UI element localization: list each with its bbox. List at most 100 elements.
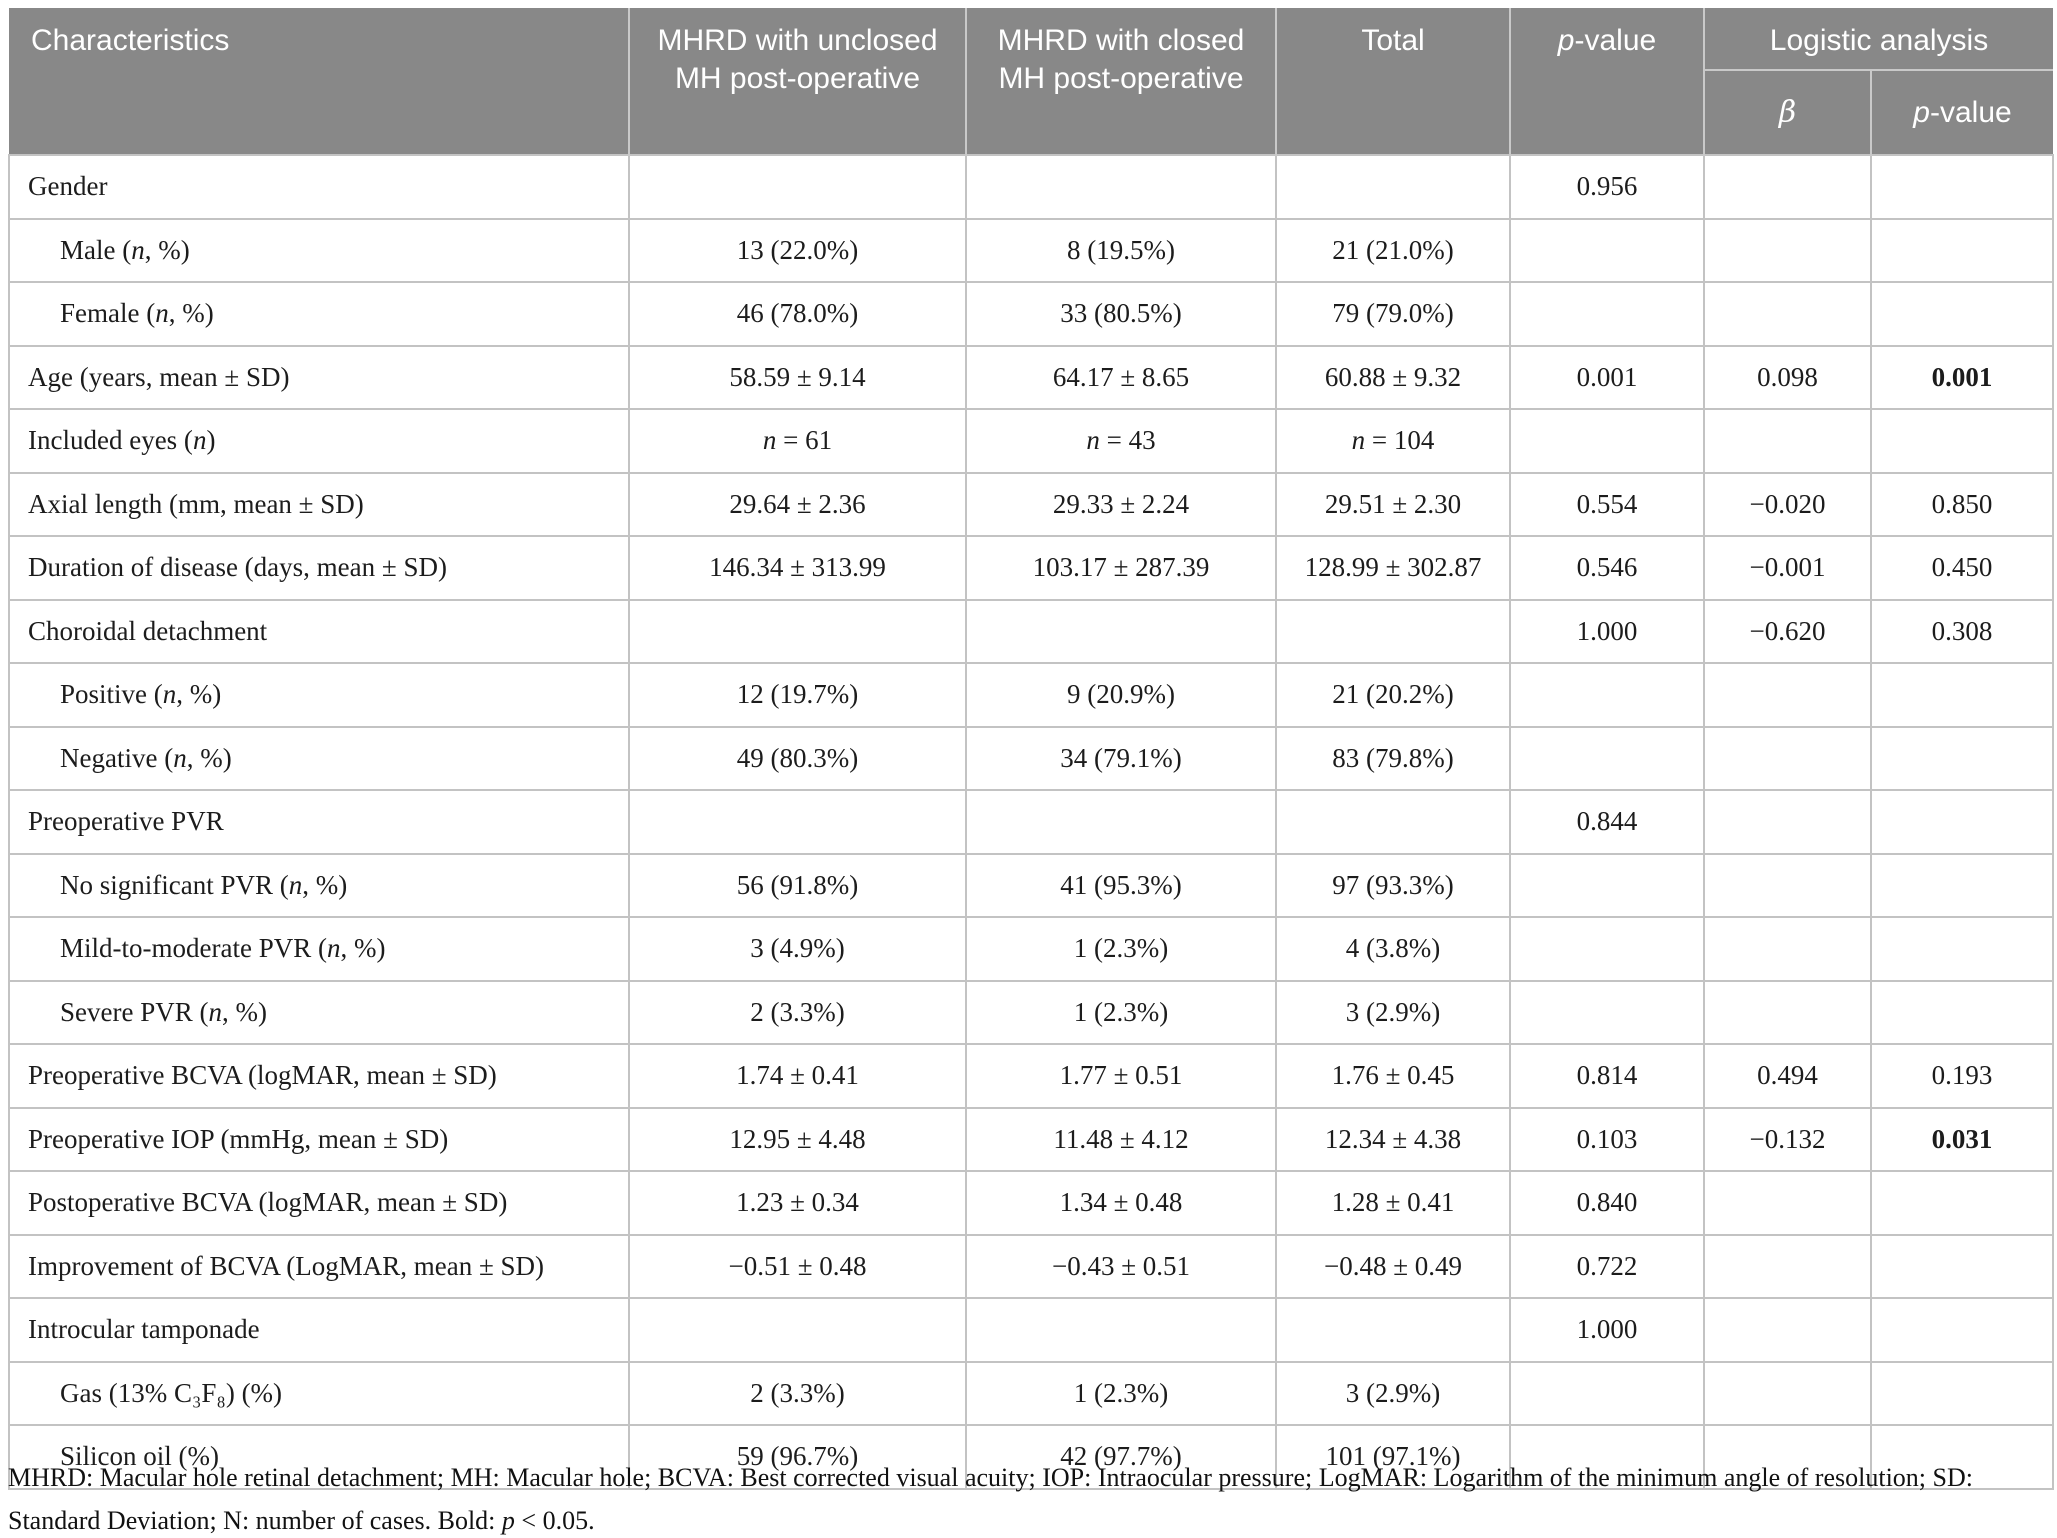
data-cell [1870, 1233, 2054, 1299]
table-row: Severe PVR (n, %) 2 (3.3%) 1 (2.3%) 3 (2… [8, 979, 2054, 1045]
column-header-logistic-p-value: p-value [1870, 70, 2053, 155]
row-label: Choroidal detachment [8, 598, 630, 664]
table-row: Preoperative IOP (mmHg, mean ± SD) 12.95… [8, 1106, 2054, 1172]
data-cell: 0.546 [1509, 535, 1705, 601]
data-cell [1870, 281, 2054, 347]
row-label: Gender [8, 154, 630, 220]
data-cell: 21 (21.0%) [1275, 217, 1511, 283]
data-cell [965, 154, 1277, 220]
data-cell: 0.722 [1509, 1233, 1705, 1299]
data-cell: 34 (79.1%) [965, 725, 1277, 791]
data-cell [1703, 154, 1872, 220]
data-cell: 97 (93.3%) [1275, 852, 1511, 918]
data-cell: 0.450 [1870, 535, 2054, 601]
data-cell [1870, 1360, 2054, 1426]
data-cell: 128.99 ± 302.87 [1275, 535, 1511, 601]
data-cell: 101 (97.1%) [1275, 1424, 1511, 1490]
table-row: Gas (13% C₃F₈) (%) 2 (3.3%) 1 (2.3%) 3 (… [8, 1360, 2054, 1426]
data-cell [1703, 408, 1872, 474]
column-header-mhrd-unclosed: MHRD with unclosed MH post-operative [628, 8, 966, 155]
footnote-line-1: MHRD: Macular hole retinal detachment; M… [8, 1463, 1973, 1492]
data-cell [628, 1297, 967, 1363]
data-cell: 0.193 [1870, 1043, 2054, 1109]
table-row: No significant PVR (n, %) 56 (91.8%) 41 … [8, 852, 2054, 918]
data-cell: 1.000 [1509, 598, 1705, 664]
row-label: Age (years, mean ± SD) [8, 344, 630, 410]
data-cell: 0.850 [1870, 471, 2054, 537]
data-cell [1703, 662, 1872, 728]
data-cell: 1.28 ± 0.41 [1275, 1170, 1511, 1236]
data-cell: 1.74 ± 0.41 [628, 1043, 967, 1109]
table-row: Axial length (mm, mean ± SD) 29.64 ± 2.3… [8, 471, 2054, 537]
data-cell: 29.33 ± 2.24 [965, 471, 1277, 537]
table-row: Preoperative PVR 0.844 [8, 789, 2054, 855]
data-cell: −0.132 [1703, 1106, 1872, 1172]
row-label: Silicon oil (%) [8, 1424, 630, 1490]
data-cell: 1 (2.3%) [965, 916, 1277, 982]
row-label: Improvement of BCVA (LogMAR, mean ± SD) [8, 1233, 630, 1299]
table-row: Preoperative BCVA (logMAR, mean ± SD) 1.… [8, 1043, 2054, 1109]
data-cell [1870, 789, 2054, 855]
data-cell: 58.59 ± 9.14 [628, 344, 967, 410]
data-cell [1509, 979, 1705, 1045]
data-cell: 56 (91.8%) [628, 852, 967, 918]
data-cell: 12.34 ± 4.38 [1275, 1106, 1511, 1172]
data-cell: 0.494 [1703, 1043, 1872, 1109]
table-row: Improvement of BCVA (LogMAR, mean ± SD) … [8, 1233, 2054, 1299]
row-label: Preoperative IOP (mmHg, mean ± SD) [8, 1106, 630, 1172]
data-cell [1703, 217, 1872, 283]
data-cell: 2 (3.3%) [628, 979, 967, 1045]
row-label: No significant PVR (n, %) [8, 852, 630, 918]
data-cell [1703, 916, 1872, 982]
row-label: Gas (13% C₃F₈) (%) [8, 1360, 630, 1426]
data-cell [1509, 916, 1705, 982]
table-row: Negative (n, %) 49 (80.3%) 34 (79.1%) 83… [8, 725, 2054, 791]
data-cell: −0.001 [1703, 535, 1872, 601]
data-cell: n = 43 [965, 408, 1277, 474]
column-header-mhrd-closed: MHRD with closed MH post-operative [965, 8, 1276, 155]
row-label: Introcular tamponade [8, 1297, 630, 1363]
table-row: Female (n, %) 46 (78.0%) 33 (80.5%) 79 (… [8, 281, 2054, 347]
data-cell: 1.77 ± 0.51 [965, 1043, 1277, 1109]
row-label: Axial length (mm, mean ± SD) [8, 471, 630, 537]
data-cell [1509, 217, 1705, 283]
data-cell [1870, 725, 2054, 791]
data-cell: 9 (20.9%) [965, 662, 1277, 728]
data-cell-significant: 0.031 [1870, 1106, 2054, 1172]
table-row: Introcular tamponade 1.000 [8, 1297, 2054, 1363]
data-cell [1509, 852, 1705, 918]
data-cell: 0.554 [1509, 471, 1705, 537]
data-cell [1870, 1170, 2054, 1236]
data-cell [965, 598, 1277, 664]
data-cell [965, 789, 1277, 855]
data-cell [628, 789, 967, 855]
table-row: Gender 0.956 [8, 154, 2054, 220]
data-cell: 83 (79.8%) [1275, 725, 1511, 791]
data-cell: 0.956 [1509, 154, 1705, 220]
table-row: Choroidal detachment 1.000 −0.620 0.308 [8, 598, 2054, 664]
data-cell: 0.840 [1509, 1170, 1705, 1236]
row-label: Postoperative BCVA (logMAR, mean ± SD) [8, 1170, 630, 1236]
data-cell [1509, 408, 1705, 474]
table-row: Duration of disease (days, mean ± SD) 14… [8, 535, 2054, 601]
data-cell-significant: 0.001 [1870, 344, 2054, 410]
data-cell: 1.34 ± 0.48 [965, 1170, 1277, 1236]
data-cell: 3 (4.9%) [628, 916, 967, 982]
data-cell [1870, 1424, 2054, 1490]
data-cell [1509, 1424, 1705, 1490]
data-cell: 0.308 [1870, 598, 2054, 664]
table-row: Included eyes (n) n = 61 n = 43 n = 104 [8, 408, 2054, 474]
data-cell: 0.103 [1509, 1106, 1705, 1172]
data-cell [1275, 154, 1511, 220]
data-cell: 29.51 ± 2.30 [1275, 471, 1511, 537]
data-cell: 79 (79.0%) [1275, 281, 1511, 347]
table-row: Mild-to-moderate PVR (n, %) 3 (4.9%) 1 (… [8, 916, 2054, 982]
data-cell [628, 598, 967, 664]
table-row: Age (years, mean ± SD) 58.59 ± 9.14 64.1… [8, 344, 2054, 410]
data-cell: −0.51 ± 0.48 [628, 1233, 967, 1299]
data-cell: 13 (22.0%) [628, 217, 967, 283]
data-cell [1703, 1170, 1872, 1236]
data-cell: 60.88 ± 9.32 [1275, 344, 1511, 410]
footnote-line-2: Standard Deviation; N: number of cases. … [8, 1506, 595, 1535]
data-cell: n = 104 [1275, 408, 1511, 474]
